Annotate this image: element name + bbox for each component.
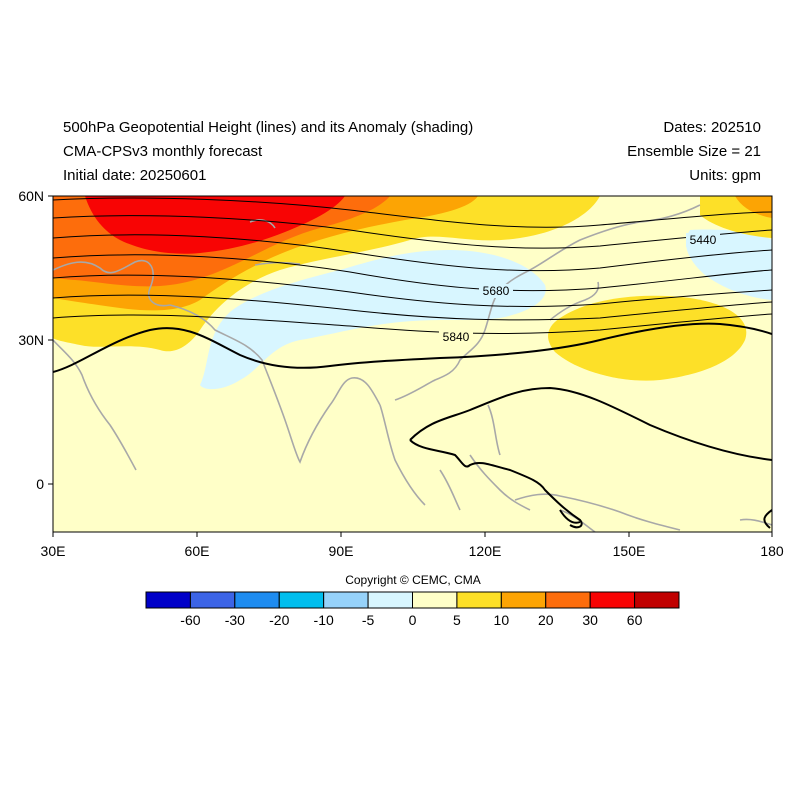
lon-label-120e: 120E — [468, 543, 502, 559]
colorbar-swatch-3 — [278, 591, 325, 609]
map-frame — [52, 195, 773, 533]
colorbar-label: 20 — [537, 612, 554, 628]
colorbar-swatch-9 — [545, 591, 591, 609]
colorbar-label: 30 — [582, 612, 598, 628]
contour-label-5840: 5840 — [443, 330, 470, 344]
colorbar-swatch-11 — [634, 591, 680, 609]
colorbar-label: 10 — [493, 612, 510, 628]
lon-label-90e: 90E — [328, 543, 354, 559]
lat-label-60n: 60N — [18, 188, 44, 204]
colorbar-swatch-0 — [145, 591, 191, 609]
units: Units: gpm — [689, 167, 761, 184]
lat-label-30n: 30N — [18, 332, 44, 348]
colorbar-swatch-2 — [234, 591, 280, 609]
anomaly-30-60 — [85, 196, 345, 254]
colorbar-swatch-1 — [189, 591, 236, 609]
ensemble-size: Ensemble Size = 21 — [627, 143, 761, 160]
lon-label-30e: 30E — [40, 543, 66, 559]
axis-ticks — [48, 195, 773, 537]
colorbar-label: 5 — [453, 612, 461, 628]
map-title: 500hPa Geopotential Height (lines) and i… — [63, 119, 474, 136]
colorbar-label: 60 — [626, 612, 643, 628]
anomaly-negative-central-asia — [200, 250, 546, 390]
anomaly-5-10-north-pacific — [548, 295, 747, 381]
colorbar-swatch-5 — [367, 591, 414, 609]
lon-label-60e: 60E — [184, 543, 210, 559]
colorbar-label: -30 — [224, 612, 245, 628]
colorbar-swatch-6 — [412, 591, 458, 609]
contour-label-5680: 5680 — [483, 284, 510, 298]
colorbar-swatch-7 — [456, 591, 502, 609]
colorbar-label: -5 — [361, 612, 375, 628]
copyright: Copyright © CEMC, CMA — [345, 573, 481, 587]
colorbar-label: 0 — [408, 612, 417, 628]
colorbar-label: -20 — [269, 612, 290, 628]
colorbar-swatch-10 — [589, 591, 636, 609]
anomaly-negative-east-siberia — [685, 229, 772, 300]
model-name: CMA-CPSv3 monthly forecast — [63, 143, 263, 160]
lon-label-180: 180 — [760, 543, 784, 559]
initial-date: Initial date: 20250601 — [63, 167, 207, 184]
contour-label-5440: 5440 — [690, 233, 717, 247]
colorbar — [145, 591, 680, 609]
lat-label-0: 0 — [36, 476, 44, 492]
colorbar-label: -10 — [313, 612, 334, 628]
lon-label-150e: 150E — [612, 543, 646, 559]
forecast-dates: Dates: 202510 — [663, 119, 761, 136]
colorbar-label: -60 — [180, 612, 201, 628]
height-contours-thick — [53, 322, 772, 529]
colorbar-swatch-8 — [500, 591, 547, 609]
colorbar-swatch-4 — [323, 591, 369, 609]
